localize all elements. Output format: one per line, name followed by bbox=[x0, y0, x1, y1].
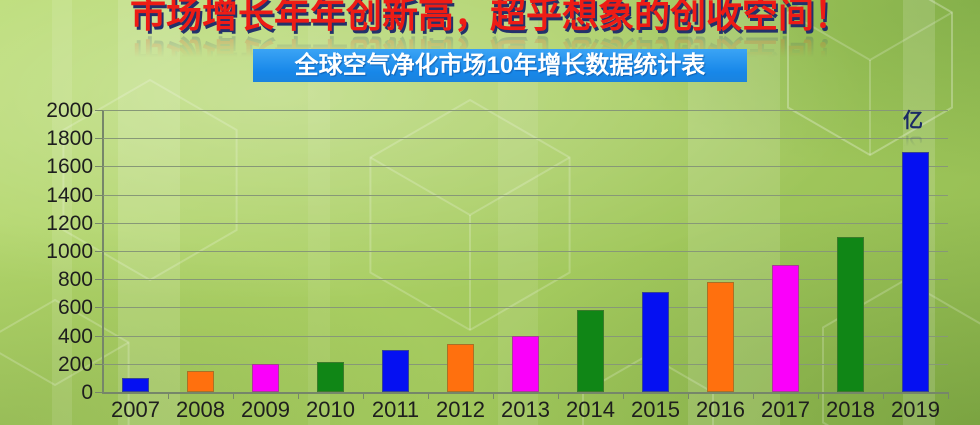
background-stripe bbox=[118, 0, 180, 425]
x-tick-mark bbox=[623, 394, 624, 399]
x-tick-mark bbox=[948, 394, 949, 399]
y-tick-label: 0 bbox=[81, 381, 93, 404]
y-tick-label: 2000 bbox=[46, 99, 93, 122]
gridline bbox=[103, 138, 948, 140]
y-tick-label: 1200 bbox=[46, 211, 93, 235]
y-tick-mark bbox=[95, 138, 103, 140]
y-tick-label: 200 bbox=[57, 352, 93, 376]
bar-2012 bbox=[447, 344, 474, 392]
y-tick-mark bbox=[95, 307, 103, 309]
x-tick-mark bbox=[818, 394, 819, 399]
gridline bbox=[103, 110, 948, 111]
bar-2011 bbox=[382, 350, 409, 392]
background-stripe bbox=[308, 0, 330, 425]
x-tick-label: 2010 bbox=[306, 397, 355, 422]
x-tick-label: 2011 bbox=[371, 397, 420, 422]
bar-2017 bbox=[772, 265, 799, 392]
bar-2010 bbox=[317, 362, 344, 392]
x-tick-label: 2013 bbox=[501, 397, 550, 422]
page-title: 市场增长年年创新高，超乎想象的创收空间！ bbox=[129, 0, 850, 35]
x-tick-mark bbox=[753, 394, 754, 399]
x-tick-mark bbox=[883, 394, 884, 399]
unit-label-reflection: 亿 bbox=[903, 133, 923, 155]
gridline bbox=[103, 279, 948, 281]
x-tick-mark bbox=[363, 394, 364, 399]
plot-area bbox=[103, 110, 948, 392]
bar-2016 bbox=[707, 282, 734, 392]
x-tick-label: 2016 bbox=[696, 397, 745, 422]
y-tick-mark bbox=[95, 110, 103, 111]
y-tick-label: 800 bbox=[57, 268, 93, 292]
y-tick-label: 600 bbox=[57, 296, 93, 320]
x-tick-mark bbox=[233, 394, 234, 399]
background-stripe bbox=[52, 0, 72, 425]
x-tick-mark bbox=[558, 394, 559, 399]
y-tick-mark bbox=[95, 166, 103, 168]
unit-label: 亿 bbox=[903, 110, 923, 132]
bar-2007 bbox=[122, 378, 149, 392]
y-tick-label: 1400 bbox=[46, 183, 93, 207]
bar-2009 bbox=[252, 364, 279, 392]
y-axis-line bbox=[102, 110, 104, 394]
x-tick-mark bbox=[168, 394, 169, 399]
x-tick-label: 2012 bbox=[436, 397, 485, 422]
y-tick-mark bbox=[95, 251, 103, 252]
subtitle-banner: 全球空气净化市场10年增长数据统计表 bbox=[253, 49, 747, 82]
y-tick-mark bbox=[95, 222, 103, 224]
gridline bbox=[103, 194, 948, 196]
gridline bbox=[103, 251, 948, 252]
y-tick-mark bbox=[95, 194, 103, 196]
x-tick-label: 2007 bbox=[111, 397, 160, 422]
x-tick-mark bbox=[493, 394, 494, 399]
x-tick-mark bbox=[688, 394, 689, 399]
x-tick-label: 2008 bbox=[176, 397, 225, 422]
y-tick-mark bbox=[95, 279, 103, 281]
x-tick-mark bbox=[298, 394, 299, 399]
y-tick-label: 1600 bbox=[46, 155, 93, 179]
bar-2019 bbox=[902, 152, 929, 392]
bar-2018 bbox=[837, 237, 864, 392]
x-tick-label: 2009 bbox=[241, 397, 290, 422]
bar-2014 bbox=[577, 310, 604, 392]
y-tick-label: 1800 bbox=[46, 127, 93, 151]
gridline bbox=[103, 166, 948, 168]
gridline bbox=[103, 222, 948, 224]
y-tick-mark bbox=[95, 335, 103, 337]
gridline bbox=[103, 307, 948, 309]
x-tick-label: 2017 bbox=[761, 397, 810, 422]
x-tick-label: 2015 bbox=[631, 397, 680, 422]
bar-2015 bbox=[642, 292, 669, 392]
bar-2008 bbox=[187, 371, 214, 392]
y-tick-label: 400 bbox=[57, 324, 93, 348]
x-tick-mark bbox=[428, 394, 429, 399]
x-tick-label: 2018 bbox=[826, 397, 875, 422]
y-tick-label: 1000 bbox=[46, 240, 93, 263]
bar-2013 bbox=[512, 336, 539, 392]
y-tick-mark bbox=[95, 363, 103, 365]
x-axis-line bbox=[102, 392, 949, 394]
x-tick-label: 2019 bbox=[891, 397, 940, 422]
y-tick-mark bbox=[95, 392, 103, 393]
x-tick-label: 2014 bbox=[566, 397, 615, 422]
